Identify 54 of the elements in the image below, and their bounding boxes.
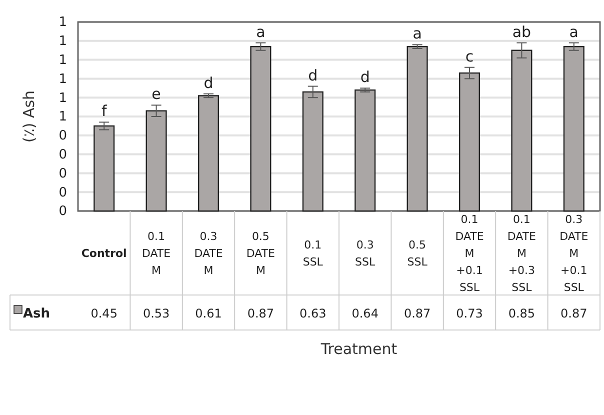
- bar: [511, 50, 532, 212]
- y-tick-label: 0: [58, 166, 67, 182]
- data-label: 0.87: [247, 306, 274, 320]
- annotation: a: [256, 22, 266, 41]
- data-label: 0.87: [404, 306, 431, 320]
- bar: [146, 110, 167, 212]
- annotation: c: [465, 47, 474, 66]
- bar: [198, 95, 220, 212]
- y-tick-label: 0: [58, 204, 67, 220]
- bar: [563, 46, 584, 212]
- y-tick-label: 0: [58, 185, 67, 200]
- x-axis-title: Treatment: [320, 340, 398, 358]
- bar: [406, 46, 428, 212]
- annotation: d: [360, 68, 370, 86]
- bar: [250, 46, 272, 212]
- bar: [458, 72, 480, 212]
- y-tick-label: 1: [58, 15, 67, 30]
- data-label: 0.73: [456, 306, 483, 320]
- data-label: 0.61: [195, 306, 222, 320]
- y-tick-label: 0: [58, 147, 67, 162]
- annotation: a: [569, 22, 578, 41]
- data-label: 0.85: [508, 306, 536, 320]
- y-tick-label: 1: [58, 110, 67, 125]
- x-tick-label: 0.1 DATE M: [142, 230, 171, 277]
- y-tick-label: 1: [58, 34, 67, 50]
- bar: [302, 91, 324, 212]
- data-label: 0.64: [352, 306, 378, 320]
- bar: [354, 89, 376, 212]
- annotation: e: [152, 85, 161, 104]
- y-tick-label: 1: [58, 90, 67, 106]
- y-axis-title: (٪) Ash: [20, 90, 38, 143]
- annotation: d: [308, 66, 318, 84]
- data-label: 0.63: [300, 306, 326, 320]
- legend-label: Ash: [23, 306, 50, 322]
- data-label: 0.87: [560, 306, 588, 320]
- data-label: 0.45: [90, 306, 118, 320]
- annotation: d: [204, 74, 214, 92]
- y-tick-label: 1: [58, 72, 67, 87]
- x-tick-label: Control: [81, 247, 127, 260]
- x-tick-label: 0.3 SSL: [355, 238, 376, 268]
- x-tick-label: 0.1 DATE M +0.1 SSL: [455, 213, 484, 294]
- annotation: f: [101, 102, 108, 120]
- annotation: ab: [512, 22, 532, 41]
- y-tick-label: 1: [58, 52, 67, 68]
- x-tick-label: 0.3 DATE M: [194, 230, 223, 277]
- annotation: a: [412, 24, 422, 43]
- x-tick-label: 0.3 DATE M +0.1 SSL: [560, 213, 588, 294]
- data-label: 0.53: [142, 306, 170, 320]
- y-tick-label: 0: [58, 128, 67, 144]
- x-tick-label: 0.1 DATE M +0.3 SSL: [507, 213, 536, 294]
- x-tick-label: 0.5 DATE M: [246, 230, 276, 277]
- x-tick-label: 0.5 SSL: [407, 238, 428, 268]
- bar: [94, 125, 115, 212]
- x-tick-label: 0.1 SSL: [302, 238, 324, 268]
